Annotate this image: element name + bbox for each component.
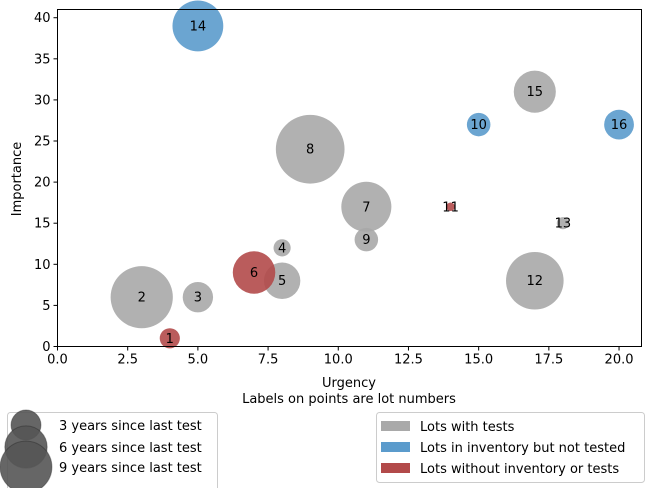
bubble-lot-2 bbox=[110, 266, 173, 329]
x-tick-label: 12.5 bbox=[394, 353, 423, 368]
category-legend-swatch-none bbox=[381, 463, 410, 473]
x-tick-label: 15.0 bbox=[464, 353, 493, 368]
point-label-lot-1: 1 bbox=[166, 332, 174, 347]
point-label-lot-9: 9 bbox=[362, 233, 370, 248]
bubble-lot-13 bbox=[556, 217, 569, 230]
y-tick-label: 5 bbox=[42, 299, 50, 314]
point-label-lot-3: 3 bbox=[194, 291, 202, 306]
y-axis: 0 5 10 15 20 25 30 35 40 bbox=[34, 11, 58, 355]
x-tick-label: 5.0 bbox=[188, 353, 209, 368]
category-legend-frame bbox=[376, 412, 645, 483]
x-axis-subtitle: Labels on points are lot numbers bbox=[242, 392, 456, 407]
bubble-lot-11 bbox=[446, 202, 455, 212]
bubble-lot-10 bbox=[466, 112, 491, 137]
y-tick-label: 25 bbox=[34, 135, 51, 150]
size-legend: 3 years since last test 6 years since las… bbox=[0, 409, 218, 488]
x-axis-title: Urgency bbox=[322, 376, 376, 391]
size-legend-label: 9 years since last test bbox=[59, 461, 202, 476]
point-label-lot-7: 7 bbox=[362, 200, 370, 215]
category-legend-label-tested: Lots with tests bbox=[420, 420, 515, 435]
y-axis-title: Importance bbox=[10, 142, 25, 217]
x-tick-label: 2.5 bbox=[117, 353, 138, 368]
x-tick-label: 20.0 bbox=[605, 353, 634, 368]
y-tick-label: 30 bbox=[34, 93, 51, 108]
bubble-lot-1 bbox=[159, 328, 180, 349]
y-tick-label: 20 bbox=[34, 176, 51, 191]
point-label-lot-8: 8 bbox=[306, 143, 314, 158]
bubbles-layer bbox=[110, 0, 634, 349]
category-legend-label-inventory: Lots in inventory but not tested bbox=[420, 441, 625, 456]
point-label-lot-11: 11 bbox=[442, 200, 459, 215]
point-label-lot-13: 13 bbox=[555, 217, 572, 232]
y-tick-label: 0 bbox=[42, 340, 50, 355]
bubble-lot-12 bbox=[506, 251, 564, 310]
size-legend-label: 6 years since last test bbox=[59, 441, 202, 456]
bubble-lot-14 bbox=[172, 0, 224, 52]
bubble-lot-16 bbox=[604, 109, 634, 140]
point-label-lot-12: 12 bbox=[527, 274, 544, 289]
point-label-lot-6: 6 bbox=[250, 266, 258, 281]
point-label-lot-14: 14 bbox=[190, 19, 207, 34]
y-tick-label: 10 bbox=[34, 258, 51, 273]
bubble-lot-3 bbox=[182, 282, 214, 313]
point-label-lot-2: 2 bbox=[138, 291, 146, 306]
size-legend-marker bbox=[0, 440, 53, 488]
plot-frame bbox=[57, 9, 642, 347]
category-legend-label-none: Lots without inventory or tests bbox=[420, 462, 619, 477]
x-tick-label: 10.0 bbox=[324, 353, 353, 368]
category-legend-swatch-inventory bbox=[381, 442, 410, 452]
bubble-lot-8 bbox=[275, 114, 345, 184]
x-axis: 0.0 2.5 5.0 7.5 10.0 12.5 15.0 17.5 20.0 bbox=[47, 346, 634, 368]
bubble-lot-7 bbox=[341, 181, 392, 232]
y-tick-label: 35 bbox=[34, 52, 51, 67]
category-legend-swatch-tested bbox=[381, 421, 410, 431]
size-legend-label: 3 years since last test bbox=[59, 419, 202, 434]
y-tick-label: 40 bbox=[34, 11, 51, 26]
bubble-lot-4 bbox=[273, 239, 291, 257]
point-label-lot-16: 16 bbox=[611, 118, 628, 133]
bubble-lot-6 bbox=[232, 251, 276, 294]
x-tick-label: 17.5 bbox=[534, 353, 563, 368]
point-label-lot-10: 10 bbox=[470, 118, 487, 133]
x-tick-label: 0.0 bbox=[47, 353, 68, 368]
category-legend: Lots with tests Lots in inventory but not… bbox=[376, 412, 645, 483]
y-tick-label: 15 bbox=[34, 217, 51, 232]
point-label-lot-15: 15 bbox=[527, 85, 544, 100]
point-label-lot-4: 4 bbox=[278, 241, 286, 256]
point-label-lot-5: 5 bbox=[278, 274, 286, 289]
bubble-lot-9 bbox=[354, 227, 379, 252]
bubble-lot-15 bbox=[513, 70, 556, 113]
x-tick-label: 7.5 bbox=[258, 353, 279, 368]
